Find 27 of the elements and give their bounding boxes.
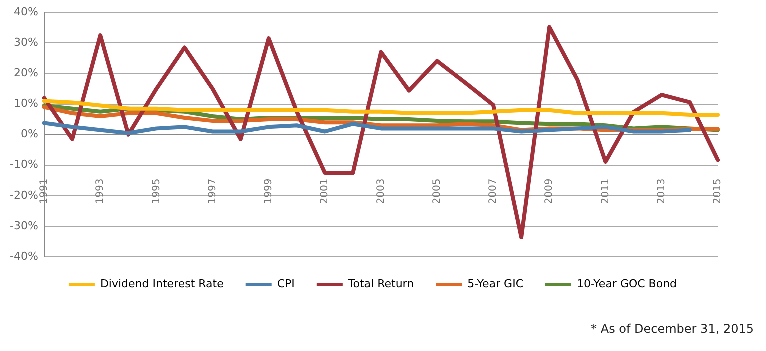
text: * As of December 31, 2015	[591, 322, 754, 336]
x-tick-label: 1997	[207, 178, 218, 204]
x-tick-label: 1999	[264, 178, 275, 204]
legend-label: Dividend Interest Rate	[100, 277, 224, 290]
x-tick-label: 2015	[712, 178, 724, 204]
x-tick-label: 2003	[376, 178, 387, 204]
x-tick-label: 2007	[488, 178, 500, 204]
y-tick-label: 30%	[14, 36, 38, 50]
x-tick-label: 2013	[656, 178, 668, 204]
y-tick-label: 40%	[14, 5, 38, 18]
legend-label: 5-Year GIC	[468, 277, 524, 290]
x-tick-label: 2011	[600, 178, 612, 204]
y-tick-label: -10%	[10, 158, 38, 172]
x-tick-label: 2005	[432, 178, 443, 204]
legend-label: 10-Year GOC Bond	[577, 277, 678, 290]
y-tick-label: -40%	[10, 250, 38, 263]
y-tick-label: -30%	[10, 219, 38, 232]
y-tick-label: -20%	[10, 188, 38, 202]
x-tick-label: 2009	[544, 178, 556, 204]
legend-label: Total Return	[347, 277, 414, 290]
legend-label: CPI	[277, 277, 295, 290]
x-tick-label: 1993	[95, 178, 106, 204]
x-tick-label: 1995	[151, 178, 162, 204]
y-tick-label: 0%	[20, 128, 38, 141]
y-tick-label: 10%	[14, 97, 38, 110]
y-tick-label: 20%	[14, 66, 38, 80]
x-tick-label: 2001	[320, 178, 331, 204]
